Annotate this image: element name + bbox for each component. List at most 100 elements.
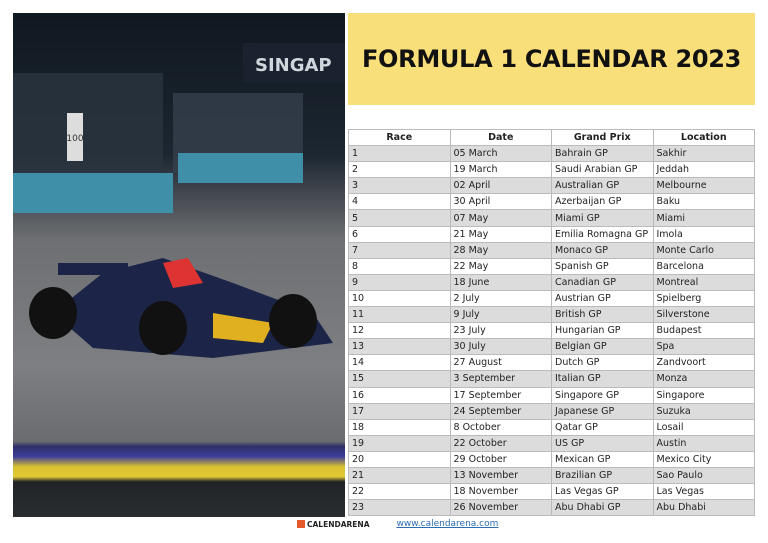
race-number: 6 — [348, 225, 451, 243]
grand-prix: Bahrain GP — [551, 145, 654, 163]
column-header: Date — [449, 128, 552, 147]
location: Zandvoort — [652, 354, 755, 372]
race-date: 28 May — [449, 241, 552, 259]
race-number: 8 — [348, 257, 451, 275]
table-row: 10 2 July Austrian GP Spielberg — [348, 289, 755, 308]
location: Sakhir — [652, 145, 755, 163]
race-date: 30 July — [449, 338, 552, 356]
location: Miami — [652, 209, 755, 227]
race-number: 4 — [348, 193, 451, 211]
table-row: 13 30 July Belgian GP Spa — [348, 338, 755, 356]
table-row: 18 8 October Qatar GP Losail — [348, 418, 755, 436]
race-number: 16 — [348, 386, 451, 404]
table-row: 1 05 March Bahrain GP Sakhir — [348, 145, 755, 163]
location: Monza — [652, 370, 755, 388]
grand-prix: Mexican GP — [551, 450, 654, 468]
grand-prix: Brazilian GP — [551, 466, 654, 485]
race-number: 17 — [348, 402, 451, 420]
table-row: 7 28 May Monaco GP Monte Carlo — [348, 241, 755, 259]
race-date: 8 October — [449, 418, 552, 436]
race-date: 26 November — [449, 499, 552, 517]
location: Montreal — [652, 273, 755, 291]
race-number: 23 — [348, 499, 451, 517]
grand-prix: Saudi Arabian GP — [551, 161, 654, 179]
race-number: 22 — [348, 483, 451, 501]
grand-prix: Singapore GP — [551, 386, 654, 404]
race-number: 21 — [348, 466, 451, 485]
grand-prix: Emilia Romagna GP — [551, 225, 654, 243]
grand-prix: Japanese GP — [551, 402, 654, 420]
race-number: 2 — [348, 161, 451, 179]
table-row: 12 23 July Hungarian GP Budapest — [348, 322, 755, 340]
calendarena-logo: CALENDARENA — [297, 520, 370, 529]
location: Mexico City — [652, 450, 755, 468]
sign-text: SINGAP — [255, 55, 332, 76]
table-row: 16 17 September Singapore GP Singapore — [348, 386, 755, 404]
race-date: 9 July — [449, 306, 552, 324]
race-date: 27 August — [449, 354, 552, 372]
location: Spa — [652, 338, 755, 356]
race-date: 2 July — [449, 289, 552, 308]
table-row: 20 29 October Mexican GP Mexico City — [348, 450, 755, 468]
table-row: 23 26 November Abu Dhabi GP Abu Dhabi — [348, 499, 755, 517]
location: Barcelona — [652, 257, 755, 275]
race-date: 17 September — [449, 386, 552, 404]
location: Silverstone — [652, 306, 755, 324]
race-date: 29 October — [449, 450, 552, 468]
location: Sao Paulo — [652, 466, 755, 485]
location: Austin — [652, 434, 755, 452]
race-date: 30 April — [449, 193, 552, 211]
race-date: 22 October — [449, 434, 552, 452]
grand-prix: Miami GP — [551, 209, 654, 227]
table-row: 14 27 August Dutch GP Zandvoort — [348, 354, 755, 372]
column-header: Race — [348, 128, 451, 147]
table-row: 22 18 November Las Vegas GP Las Vegas — [348, 483, 755, 501]
column-header: Grand Prix — [551, 128, 654, 147]
race-number: 10 — [348, 289, 451, 308]
race-number: 18 — [348, 418, 451, 436]
location: Imola — [652, 225, 755, 243]
grand-prix: Dutch GP — [551, 354, 654, 372]
race-number: 1 — [348, 145, 451, 163]
grand-prix: Qatar GP — [551, 418, 654, 436]
race-number: 11 — [348, 306, 451, 324]
grand-prix: British GP — [551, 306, 654, 324]
race-number: 12 — [348, 322, 451, 340]
table-header: Race Date Grand Prix Location — [348, 128, 755, 147]
table-row: 15 3 September Italian GP Monza — [348, 370, 755, 388]
grand-prix: Abu Dhabi GP — [551, 499, 654, 517]
location: Jeddah — [652, 161, 755, 179]
race-date: 07 May — [449, 209, 552, 227]
table-row: 8 22 May Spanish GP Barcelona — [348, 257, 755, 275]
grand-prix: Italian GP — [551, 370, 654, 388]
race-date: 02 April — [449, 177, 552, 195]
race-number: 13 — [348, 338, 451, 356]
grand-prix: Austrian GP — [551, 289, 654, 308]
grand-prix: Spanish GP — [551, 257, 654, 275]
page-title: FORMULA 1 CALENDAR 2023 — [361, 45, 742, 73]
race-date: 05 March — [449, 145, 552, 163]
location: Monte Carlo — [652, 241, 755, 259]
table-row: 2 19 March Saudi Arabian GP Jeddah — [348, 161, 755, 179]
location: Losail — [652, 418, 755, 436]
race-calendar-table: Race Date Grand Prix Location 1 05 March Bahr… — [348, 128, 755, 517]
race-number: 14 — [348, 354, 451, 372]
race-date: 24 September — [449, 402, 552, 420]
location: Melbourne — [652, 177, 755, 195]
website-link[interactable]: www.calendarena.com — [396, 519, 499, 529]
race-date: 19 March — [449, 161, 552, 179]
location: Budapest — [652, 322, 755, 340]
footer: CALENDARENA www.calendarena.com — [297, 519, 498, 529]
table-row: 21 13 November Brazilian GP Sao Paulo — [348, 466, 755, 485]
location: Baku — [652, 193, 755, 211]
table-row: 9 18 June Canadian GP Montreal — [348, 273, 755, 291]
race-date: 13 November — [449, 466, 552, 485]
table-row: 17 24 September Japanese GP Suzuka — [348, 402, 755, 420]
race-number: 20 — [348, 450, 451, 468]
race-number: 9 — [348, 273, 451, 291]
race-number: 3 — [348, 177, 451, 195]
race-number: 15 — [348, 370, 451, 388]
location: Las Vegas — [652, 483, 755, 501]
race-date: 23 July — [449, 322, 552, 340]
grand-prix: Hungarian GP — [551, 322, 654, 340]
